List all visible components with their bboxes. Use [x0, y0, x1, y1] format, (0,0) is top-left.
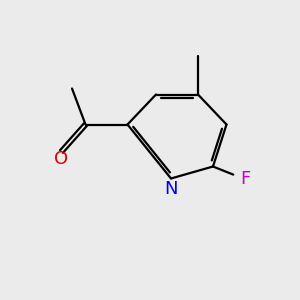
Text: F: F	[240, 169, 250, 188]
Text: N: N	[164, 180, 178, 198]
Text: O: O	[54, 150, 69, 168]
